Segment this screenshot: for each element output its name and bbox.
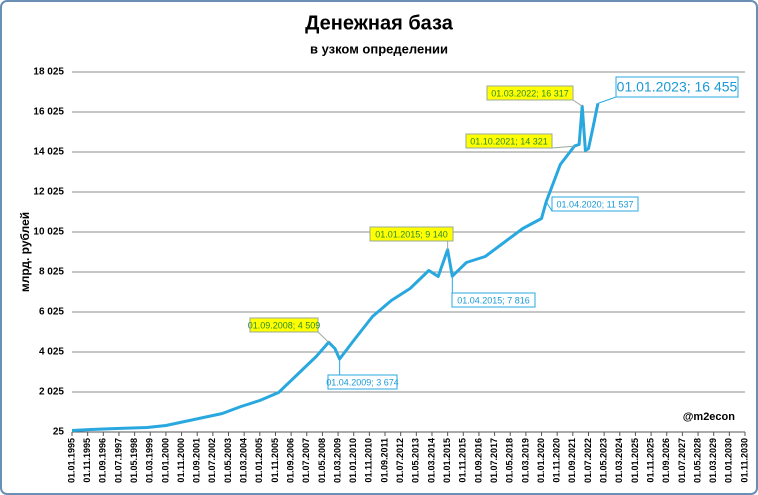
y-tick-label: 18 025 [33,67,64,78]
y-tick-label: 4 025 [39,347,64,358]
annotation-label: 01.04.2020; 11 537 [557,199,634,209]
x-tick-label: 01.09.2006 [285,438,295,483]
annotation-label: 01.01.2015; 9 140 [375,229,448,239]
x-tick-label: 01.11.2015 [458,438,468,483]
x-tick-label: 01.05.2008 [317,438,327,483]
x-tick-label: 01.09.1996 [98,438,108,483]
x-tick-label: 01.05.2013 [411,438,421,483]
chart-title: Денежная база [305,12,454,34]
x-tick-label: 01.03.2004 [239,438,249,483]
x-tick-label: 01.09.2011 [379,438,389,483]
x-tick-label: 01.03.2019 [520,438,530,483]
x-tick-label: 01.11.2020 [552,438,562,483]
x-tick-label: 01.01.2000 [160,438,170,483]
y-tick-label: 10 025 [33,227,64,238]
annotation-label: 01.09.2008; 4 509 [248,320,321,330]
annotation-box [369,226,454,242]
y-tick-label: 2 025 [39,387,64,398]
x-tick-label: 01.03.2014 [426,438,436,483]
x-tick-label: 01.01.2015 [442,438,452,483]
annotation-box [615,76,739,98]
annotation-pointer [317,331,330,343]
annotation-label: 01.04.2009; 3 674 [326,377,399,387]
x-tick-label: 01.07.2017 [489,438,499,483]
x-tick-label: 01.01.2030 [724,438,734,483]
annotation-label: 01.10.2021; 14 321 [470,136,548,146]
annotation-label: 01.01.2023; 16 455 [617,79,738,95]
x-tick-label: 01.07.2002 [207,438,217,483]
x-tick-label: 01.09.2016 [473,438,483,483]
annotation-box [249,317,319,333]
x-tick-label: 01.05.2018 [505,438,515,483]
source: @m2econ [683,411,736,423]
annotation-label: 01.03.2022; 16 317 [491,88,569,98]
x-tick-label: 01.07.1997 [113,438,123,483]
x-tick-label: 01.07.2007 [301,438,311,483]
y-tick-label: 12 025 [33,187,64,198]
x-tick-label: 01.05.1998 [129,438,139,483]
y-tick-label: 16 025 [33,107,64,118]
x-tick-label: 01.09.2026 [661,438,671,483]
y-tick-label: 8 025 [39,267,64,278]
y-axis-label: млрд. рублей [18,212,32,292]
chart-subtitle: в узком определении [310,41,448,56]
x-tick-label: 01.07.2027 [677,438,687,483]
annotation-box [327,374,398,390]
x-tick-label: 01.11.2000 [176,438,186,483]
x-tick-label: 01.01.2005 [254,438,264,483]
annotation-pointer [572,99,583,107]
x-tick-label: 01.11.2030 [739,438,749,483]
annotation-box [551,196,639,212]
annotation-box [451,292,536,308]
y-tick-label: 6 025 [39,307,64,318]
x-tick-label: 01.11.2010 [364,438,374,483]
x-tick-label: 01.09.2001 [192,438,202,483]
x-tick-label: 01.03.1999 [145,438,155,483]
x-tick-label: 01.11.1995 [82,438,92,483]
x-tick-label: 01.05.2003 [223,438,233,483]
x-tick-label: 01.03.2029 [708,438,718,483]
x-tick-label: 01.01.2025 [630,438,640,483]
x-tick-label: 01.01.1995 [66,438,76,483]
y-tick-label: 25 [53,427,65,438]
x-tick-label: 01.07.2012 [395,438,405,483]
x-tick-label: 01.11.2005 [270,438,280,483]
x-tick-label: 01.07.2022 [583,438,593,483]
annotation-box [465,133,553,149]
y-tick-label: 14 025 [33,147,64,158]
x-tick-label: 01.05.2023 [599,438,609,483]
x-tick-label: 01.05.2028 [692,438,702,483]
annotation-pointer [597,96,617,104]
x-tick-label: 01.03.2024 [614,438,624,483]
x-tick-label: 01.01.2020 [536,438,546,483]
x-tick-label: 01.01.2010 [348,438,358,483]
series-line [71,103,600,432]
x-tick-label: 01.11.2025 [645,438,655,483]
x-tick-label: 01.03.2009 [332,438,342,483]
annotation-box [486,85,574,101]
x-tick-label: 01.09.2021 [567,438,577,483]
annotation-pointer [551,145,575,149]
annotation-label: 01.04.2015; 7 816 [457,295,530,305]
annotation-pointer [545,201,553,212]
